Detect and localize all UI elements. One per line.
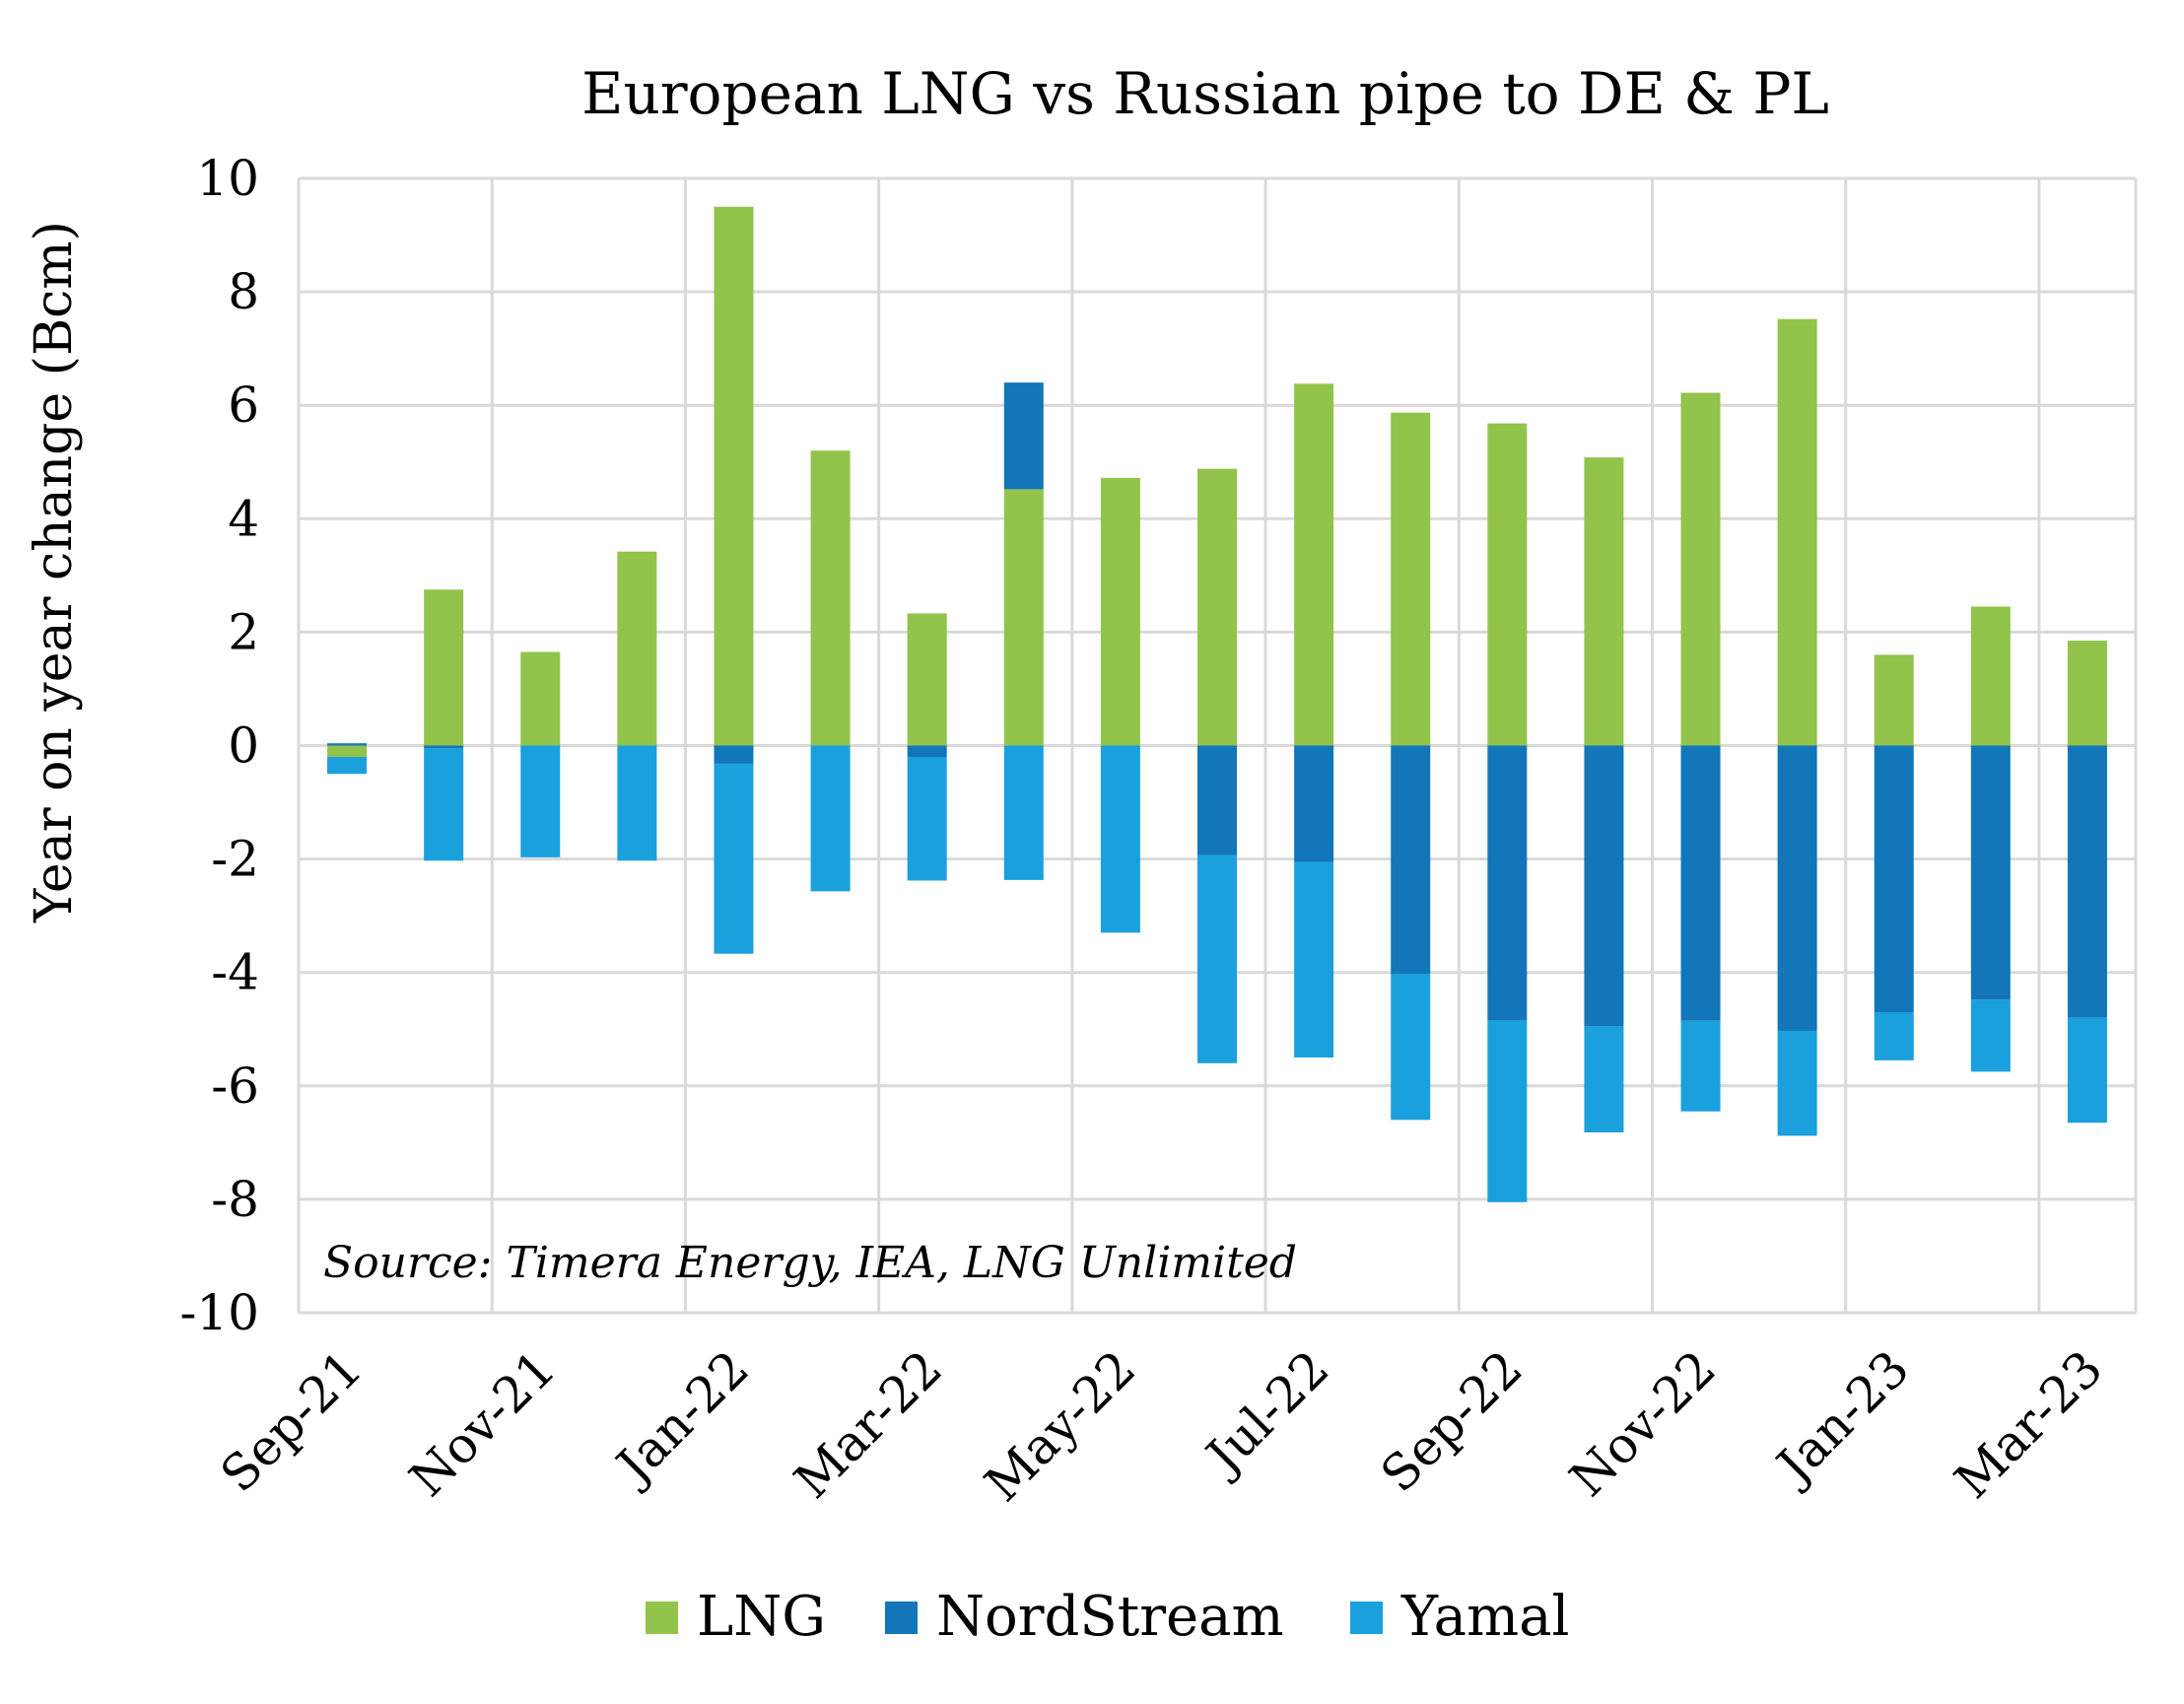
x-tick-labels: Sep-21 Nov-21 Jan-22 Mar-22 May-22 Jul-22 Sep-… (210, 1339, 2114, 1512)
legend-label-yamal: Yamal (1400, 1585, 1569, 1649)
bar-yamal-sep-21 (327, 757, 368, 775)
bar-lng-mar-22 (907, 613, 947, 746)
x-tick-label: Nov-21 (399, 1339, 567, 1507)
bar-nordstream-mar-22 (907, 745, 947, 758)
bar-nordstream-aug-22 (1391, 745, 1431, 975)
bar-lng-jan-22 (714, 206, 754, 746)
bar-lng-nov-22 (1680, 392, 1721, 746)
bar-lng-nov-21 (520, 651, 561, 746)
bar-yamal-feb-22 (810, 745, 851, 892)
legend: LNG NordStream Yamal (646, 1585, 1569, 1649)
y-tick-label: 0 (228, 717, 259, 775)
x-tick-label: Jan-23 (1763, 1339, 1921, 1497)
bar-nordstream-nov-22 (1680, 745, 1721, 1021)
bar-lng-oct-22 (1584, 457, 1624, 746)
bar-lng-jun-22 (1197, 468, 1237, 746)
bar-nordstream-feb-23 (1970, 745, 2011, 1000)
x-tick-label: Mar-22 (784, 1339, 953, 1509)
bar-yamal-nov-22 (1680, 1020, 1721, 1112)
x-tick-label: Sep-21 (210, 1339, 374, 1503)
bar-yamal-nov-21 (520, 745, 561, 857)
bar-nordstream-jan-23 (1874, 745, 1914, 1012)
legend-swatch-yamal (1350, 1602, 1383, 1634)
bar-nordstream-sep-22 (1487, 745, 1528, 1021)
x-tick-label: May-22 (974, 1339, 1146, 1512)
y-tick-label: -4 (211, 944, 259, 1001)
y-tick-label: 2 (228, 603, 259, 660)
legend-label-lng: LNG (697, 1585, 826, 1649)
bar-yamal-oct-22 (1584, 1026, 1624, 1132)
legend-swatch-nordstream (885, 1602, 918, 1634)
bar-yamal-jul-22 (1294, 861, 1334, 1058)
bar-lng-mar-23 (2067, 641, 2107, 746)
legend-label-nordstream: NordStream (936, 1585, 1284, 1649)
bar-lng-jul-22 (1294, 383, 1334, 746)
bar-lng-may-22 (1100, 477, 1140, 746)
bar-yamal-oct-21 (424, 748, 464, 861)
x-tick-label: Jan-22 (602, 1339, 760, 1497)
x-tick-label: Nov-22 (1559, 1339, 1727, 1507)
bar-lng-sep-21 (327, 745, 368, 758)
x-tick-label: Sep-22 (1370, 1339, 1534, 1503)
bar-yamal-mar-22 (907, 757, 947, 881)
bar-lng-apr-22 (1003, 489, 1044, 746)
x-tick-label: Jul-22 (1193, 1339, 1340, 1487)
y-tick-label: 10 (196, 150, 259, 207)
bar-lng-feb-22 (810, 450, 851, 746)
source-annotation: Source: Timera Energy, IEA, LNG Unlimite… (323, 1238, 1297, 1288)
bar-nordstream-jan-22 (714, 745, 754, 764)
bar-lng-dec-22 (1777, 318, 1817, 746)
bars (327, 206, 2107, 1202)
bar-lng-feb-23 (1970, 606, 2011, 746)
bar-yamal-jan-23 (1874, 1011, 1914, 1060)
bar-nordstream-oct-22 (1584, 745, 1624, 1027)
y-tick-label: -2 (211, 831, 259, 888)
y-tick-label: 6 (228, 376, 259, 434)
bar-yamal-aug-22 (1391, 974, 1431, 1121)
legend-swatch-lng (646, 1602, 678, 1634)
bar-yamal-apr-22 (1003, 745, 1044, 880)
x-tick-label: Mar-23 (1944, 1339, 2113, 1509)
bar-yamal-dec-22 (1777, 1030, 1817, 1136)
chart-title: European LNG vs Russian pipe to DE & PL (581, 60, 1829, 127)
y-tick-label: 4 (228, 490, 259, 547)
y-tick-label: 8 (228, 263, 259, 320)
bar-yamal-jun-22 (1197, 854, 1237, 1063)
bar-nordstream-jun-22 (1197, 745, 1237, 855)
bar-nordstream-sep-21 (327, 743, 368, 746)
y-axis-label: Year on year change (Bcm) (25, 221, 84, 923)
bar-lng-aug-22 (1391, 412, 1431, 746)
bar-yamal-jan-22 (714, 763, 754, 954)
bar-nordstream-jul-22 (1294, 745, 1334, 862)
y-tick-label: -6 (211, 1057, 259, 1115)
bar-yamal-mar-23 (2067, 1017, 2107, 1124)
y-tick-label: -10 (179, 1284, 259, 1341)
bar-yamal-dec-21 (617, 745, 657, 861)
bar-yamal-feb-23 (1970, 999, 2011, 1072)
bar-lng-dec-21 (617, 551, 657, 746)
bar-yamal-may-22 (1100, 745, 1140, 933)
bar-lng-sep-22 (1487, 423, 1528, 746)
bar-nordstream-apr-22 (1003, 382, 1044, 490)
y-tick-labels: 10 8 6 4 2 0 -2 -4 -6 -8 -10 (179, 150, 259, 1341)
y-tick-label: -8 (211, 1171, 259, 1228)
bar-lng-oct-21 (424, 589, 464, 746)
bar-nordstream-oct-21 (424, 745, 464, 749)
bar-nordstream-dec-22 (1777, 745, 1817, 1031)
bar-yamal-sep-22 (1487, 1020, 1528, 1202)
bar-lng-jan-23 (1874, 654, 1914, 746)
bar-nordstream-mar-23 (2067, 745, 2107, 1018)
